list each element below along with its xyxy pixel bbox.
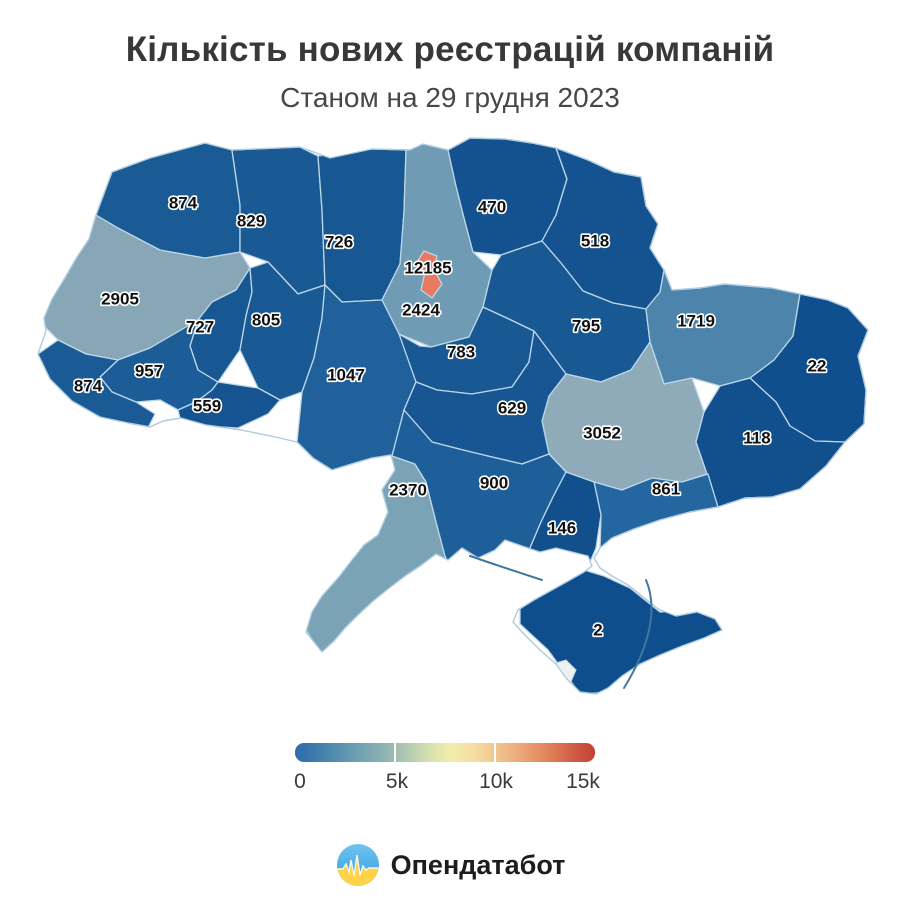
value-label-zakarpattia: 874 bbox=[74, 377, 103, 396]
value-label-zhytomyr: 726 bbox=[325, 233, 353, 252]
value-label-ivano-frankivsk: 957 bbox=[135, 362, 163, 381]
value-label-vinnytsia: 1047 bbox=[327, 366, 365, 385]
page-title: Кількість нових реєстрацій компаній bbox=[125, 30, 775, 69]
value-label-volyn: 874 bbox=[169, 194, 198, 213]
kinburn-spit-line bbox=[469, 555, 543, 581]
brand-name: Опендатабот bbox=[390, 849, 566, 880]
value-label-kharkiv: 1719 bbox=[677, 312, 715, 331]
value-label-kirovohrad: 629 bbox=[498, 399, 526, 418]
brand-footer: Опендатабот bbox=[0, 840, 900, 890]
legend-gradient-bar bbox=[295, 743, 595, 762]
arabat-spit-line bbox=[623, 579, 653, 689]
legend-tick-15k: 15k bbox=[566, 770, 600, 793]
legend-tick-0: 0 bbox=[294, 770, 306, 793]
value-label-luhansk: 22 bbox=[808, 357, 827, 376]
value-label-lviv: 2905 bbox=[101, 290, 139, 309]
value-label-crimea: 2 bbox=[593, 621, 602, 640]
value-label-mykolaiv: 900 bbox=[480, 474, 508, 493]
value-label-khmelnytskyi: 805 bbox=[252, 311, 280, 330]
value-label-cherkasy: 783 bbox=[447, 343, 475, 362]
region-kyiv-city[interactable] bbox=[416, 250, 443, 299]
value-label-chernivtsi: 559 bbox=[193, 397, 221, 416]
legend-tick-10k: 10k bbox=[479, 770, 513, 793]
legend-separator bbox=[494, 743, 496, 762]
value-label-zaporizhzhia: 861 bbox=[652, 480, 680, 499]
region-ivano-frankivsk[interactable] bbox=[99, 319, 219, 411]
value-label-sumy: 518 bbox=[581, 232, 609, 251]
value-label-poltava: 795 bbox=[572, 317, 600, 336]
regions-layer bbox=[38, 138, 868, 694]
country-outline bbox=[37, 137, 869, 695]
value-label-rivne: 829 bbox=[237, 212, 265, 231]
value-labels-layer: 2905 874 829 726 2424 12185 470 518 727 … bbox=[72, 192, 828, 641]
value-label-ternopil: 727 bbox=[186, 318, 214, 337]
value-label-kyiv-city: 12185 bbox=[404, 259, 451, 278]
value-label-chernihiv: 470 bbox=[478, 198, 506, 217]
value-label-kyiv-oblast: 2424 bbox=[402, 301, 440, 320]
value-label-kherson: 146 bbox=[548, 519, 576, 538]
page-subtitle: Станом на 29 грудня 2023 bbox=[280, 82, 620, 113]
value-label-donetsk: 118 bbox=[743, 429, 770, 448]
value-label-odesa: 2370 bbox=[389, 481, 427, 500]
ukraine-choropleth-map: 2905 874 829 726 2424 12185 470 518 727 … bbox=[37, 137, 869, 695]
opendatabot-logo-icon bbox=[336, 844, 379, 886]
value-label-dnipro: 3052 bbox=[583, 424, 621, 443]
legend-separator bbox=[394, 743, 396, 762]
legend-tick-5k: 5k bbox=[385, 770, 409, 793]
